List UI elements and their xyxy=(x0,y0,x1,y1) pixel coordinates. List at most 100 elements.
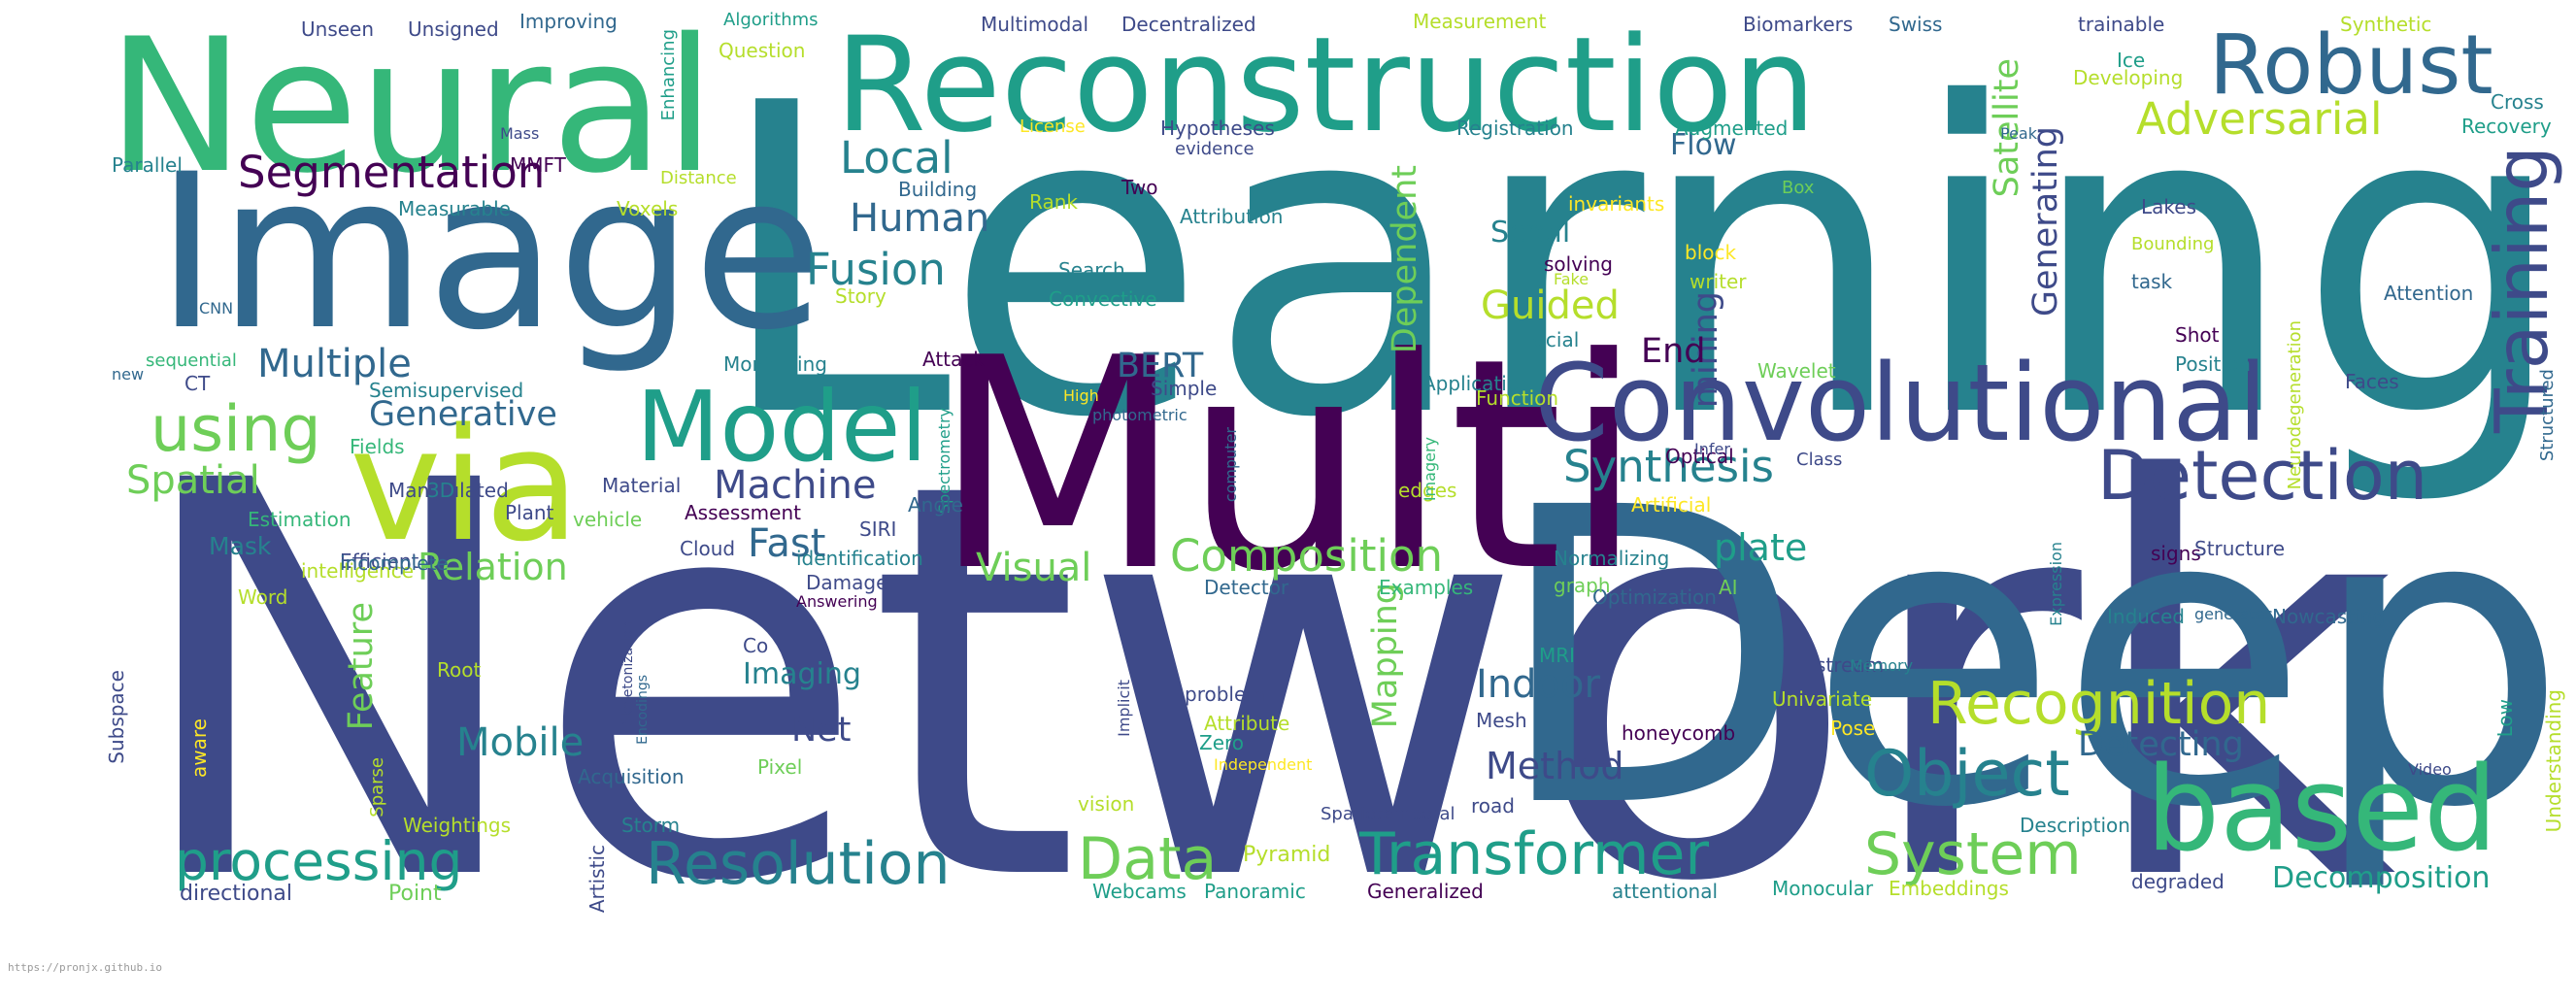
cloud-word: task xyxy=(2131,270,2173,293)
cloud-word: Normalizing xyxy=(1554,547,1670,570)
cloud-word: Resolution xyxy=(646,830,951,898)
cloud-word: Co xyxy=(743,634,769,657)
cloud-word: identification xyxy=(796,547,923,570)
cloud-word: SIRI xyxy=(859,517,897,541)
cloud-word: Generating xyxy=(2026,126,2065,317)
cloud-word: plate xyxy=(1714,526,1808,569)
cloud-word: Imagery xyxy=(1421,437,1439,502)
cloud-word: BERT xyxy=(1117,347,1204,385)
cloud-word: Implicit xyxy=(1115,680,1133,737)
cloud-word: MMFT xyxy=(510,153,566,177)
cloud-word: Image xyxy=(155,128,825,377)
cloud-word: Voxels xyxy=(617,197,679,220)
cloud-word: Efficient xyxy=(340,550,419,573)
cloud-word: Weightings xyxy=(403,814,512,837)
cloud-word: vehicle xyxy=(573,508,643,531)
cloud-word: Simple xyxy=(1151,377,1218,400)
cloud-word: Story xyxy=(835,284,887,308)
cloud-word: Estimation xyxy=(248,508,351,531)
cloud-word: Imaging xyxy=(743,657,861,691)
cloud-word: Neurodegeneration xyxy=(2285,320,2305,490)
cloud-word: via xyxy=(350,394,581,576)
cloud-word: License xyxy=(1020,117,1086,137)
cloud-word: Synthesis xyxy=(1563,441,1774,492)
cloud-word: Measurable xyxy=(398,197,511,220)
cloud-word: Subspace xyxy=(105,670,128,764)
cloud-word: Attribute xyxy=(1204,712,1290,735)
cloud-word: Memory xyxy=(1850,656,1914,675)
cloud-word: writer xyxy=(1689,270,1747,293)
cloud-word: solving xyxy=(1544,252,1613,276)
cloud-word: invariants xyxy=(1568,192,1665,216)
cloud-word: Feature xyxy=(342,602,381,731)
cloud-word: Local xyxy=(840,132,953,184)
cloud-word: Mobile xyxy=(456,720,585,765)
cloud-word: Nowcasting xyxy=(2272,605,2385,628)
cloud-word: Data xyxy=(1078,825,1218,893)
cloud-word: Improving xyxy=(519,10,618,33)
cloud-word: Examples xyxy=(1379,576,1474,599)
cloud-word: Answering xyxy=(796,592,878,611)
cloud-word: Learning xyxy=(713,14,2568,511)
cloud-word: Description xyxy=(2020,814,2130,837)
cloud-word: Developing xyxy=(2073,66,2184,89)
cloud-word: Root xyxy=(437,658,482,682)
cloud-word: Neural xyxy=(107,0,716,214)
cloud-word: Mesh xyxy=(1476,709,1527,732)
footer-url: https://pronjx.github.io xyxy=(8,961,162,974)
cloud-word: Low xyxy=(2493,699,2517,738)
cloud-word: Detecting xyxy=(2078,725,2244,764)
cloud-word: Robust xyxy=(2209,17,2493,114)
cloud-word: Manipulated xyxy=(388,479,509,502)
cloud-word: Recognition xyxy=(1927,670,2271,738)
cloud-word: honeycomb xyxy=(1622,721,1736,745)
word-cloud: Network Learning Deep Multi Image Neural Recon… xyxy=(105,0,2568,957)
cloud-word: End xyxy=(1641,332,1706,371)
cloud-word: Encodings xyxy=(635,675,651,745)
cloud-word: Search xyxy=(1058,258,1125,282)
cloud-word: using xyxy=(151,393,321,466)
cloud-word: Guided xyxy=(1481,284,1620,328)
cloud-word: Fields xyxy=(350,435,405,458)
cloud-word: Skeletonization xyxy=(620,621,636,726)
cloud-word: Reconstruction xyxy=(835,9,1817,161)
cloud-word: Mask xyxy=(209,532,272,560)
cloud-word: Optimization xyxy=(1592,585,1717,609)
cloud-word: Point xyxy=(388,882,442,906)
cloud-word: Material xyxy=(602,474,682,497)
cloud-word: Scroll xyxy=(1490,216,1571,250)
cloud-word: Model xyxy=(636,370,928,484)
cloud-word: Angle xyxy=(908,493,963,517)
cloud-word: Application xyxy=(1422,372,1531,395)
cloud-word: Machine xyxy=(714,463,877,508)
cloud-word: Plant xyxy=(505,501,554,524)
cloud-word: AI xyxy=(1719,576,1738,599)
cloud-word: Damage xyxy=(806,571,888,594)
cloud-word: CT xyxy=(184,372,211,395)
cloud-word: Algorithms xyxy=(723,10,819,30)
cloud-word: Cross xyxy=(2491,90,2544,114)
cloud-word: MRI xyxy=(1539,644,1576,667)
cloud-word: Pyramid xyxy=(1243,843,1331,867)
cloud-word: Video xyxy=(2408,760,2452,779)
cloud-word: Zero xyxy=(1199,731,1245,754)
cloud-word: aware xyxy=(187,718,211,778)
cloud-word: Dependent xyxy=(1386,165,1424,354)
cloud-word: degraded xyxy=(2131,870,2225,893)
cloud-word: graph xyxy=(1554,574,1611,597)
cloud-word: vision xyxy=(1078,792,1135,816)
cloud-word: Enhancing xyxy=(658,29,679,121)
cloud-word: generates xyxy=(2194,605,2273,623)
cloud-word: Composition xyxy=(1170,530,1444,582)
cloud-word: Attack xyxy=(922,348,985,371)
cloud-word: sequential xyxy=(146,350,237,371)
cloud-word: 3D xyxy=(427,479,455,502)
cloud-word: Assessment xyxy=(685,501,801,524)
cloud-word: Visual xyxy=(976,546,1092,590)
cloud-word: Fusion xyxy=(806,244,946,295)
cloud-word: problem xyxy=(1185,683,1265,706)
cloud-word: evidence xyxy=(1175,139,1255,159)
cloud-word: Biomarkers xyxy=(1743,13,1854,36)
cloud-word: Faces xyxy=(2345,370,2399,393)
cloud-word: Shot xyxy=(2175,323,2220,347)
